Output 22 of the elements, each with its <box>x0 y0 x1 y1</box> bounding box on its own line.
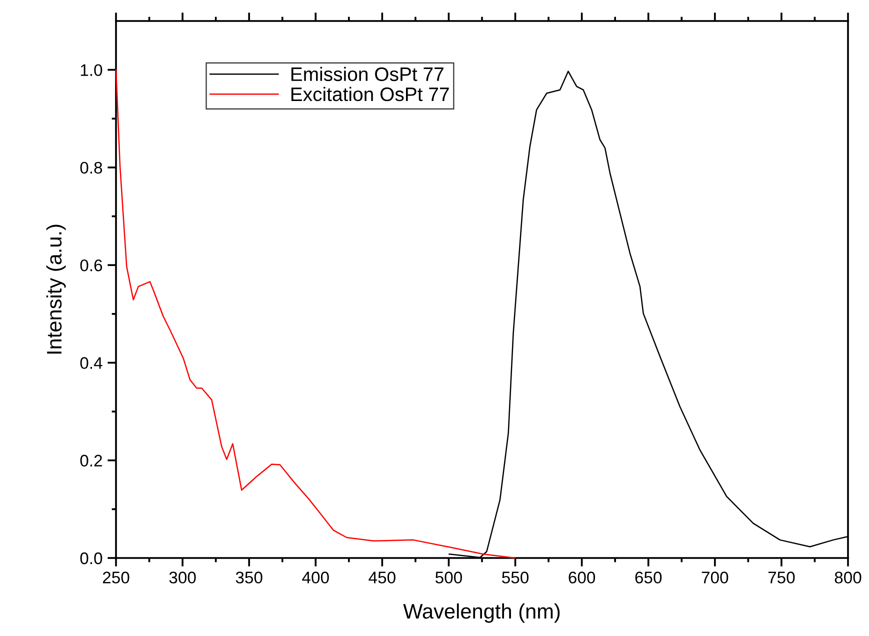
x-axis-title: Wavelength (nm) <box>403 603 560 623</box>
x-tick-label: 300 <box>169 572 196 584</box>
x-tick-label: 750 <box>768 572 795 584</box>
x-tick-label: 250 <box>102 572 130 584</box>
x-tick-label: 450 <box>368 572 396 584</box>
y-tick-label: 0.4 <box>80 357 102 369</box>
y-tick-label: 0.0 <box>80 552 102 564</box>
x-tick-label: 650 <box>635 572 662 584</box>
x-tick-label: 550 <box>502 572 529 584</box>
y-tick-label: 1.0 <box>80 64 102 76</box>
y-tick-label: 0.2 <box>80 454 102 467</box>
y-tick-label: 0.6 <box>80 259 102 272</box>
x-tick-label: 700 <box>702 572 728 584</box>
x-tick-label: 350 <box>236 572 262 584</box>
legend-label: Emission OsPt 77 <box>291 66 444 82</box>
x-tick-label: 500 <box>435 572 462 584</box>
y-tick-label: 0.8 <box>80 162 102 174</box>
x-tick-label: 600 <box>568 572 596 584</box>
legend-label: Excitation OsPt 77 <box>291 86 449 102</box>
x-tick-label: 800 <box>834 572 862 584</box>
x-tick-label: 400 <box>302 572 329 584</box>
y-axis-title: Intensity (a.u.) <box>46 224 66 354</box>
